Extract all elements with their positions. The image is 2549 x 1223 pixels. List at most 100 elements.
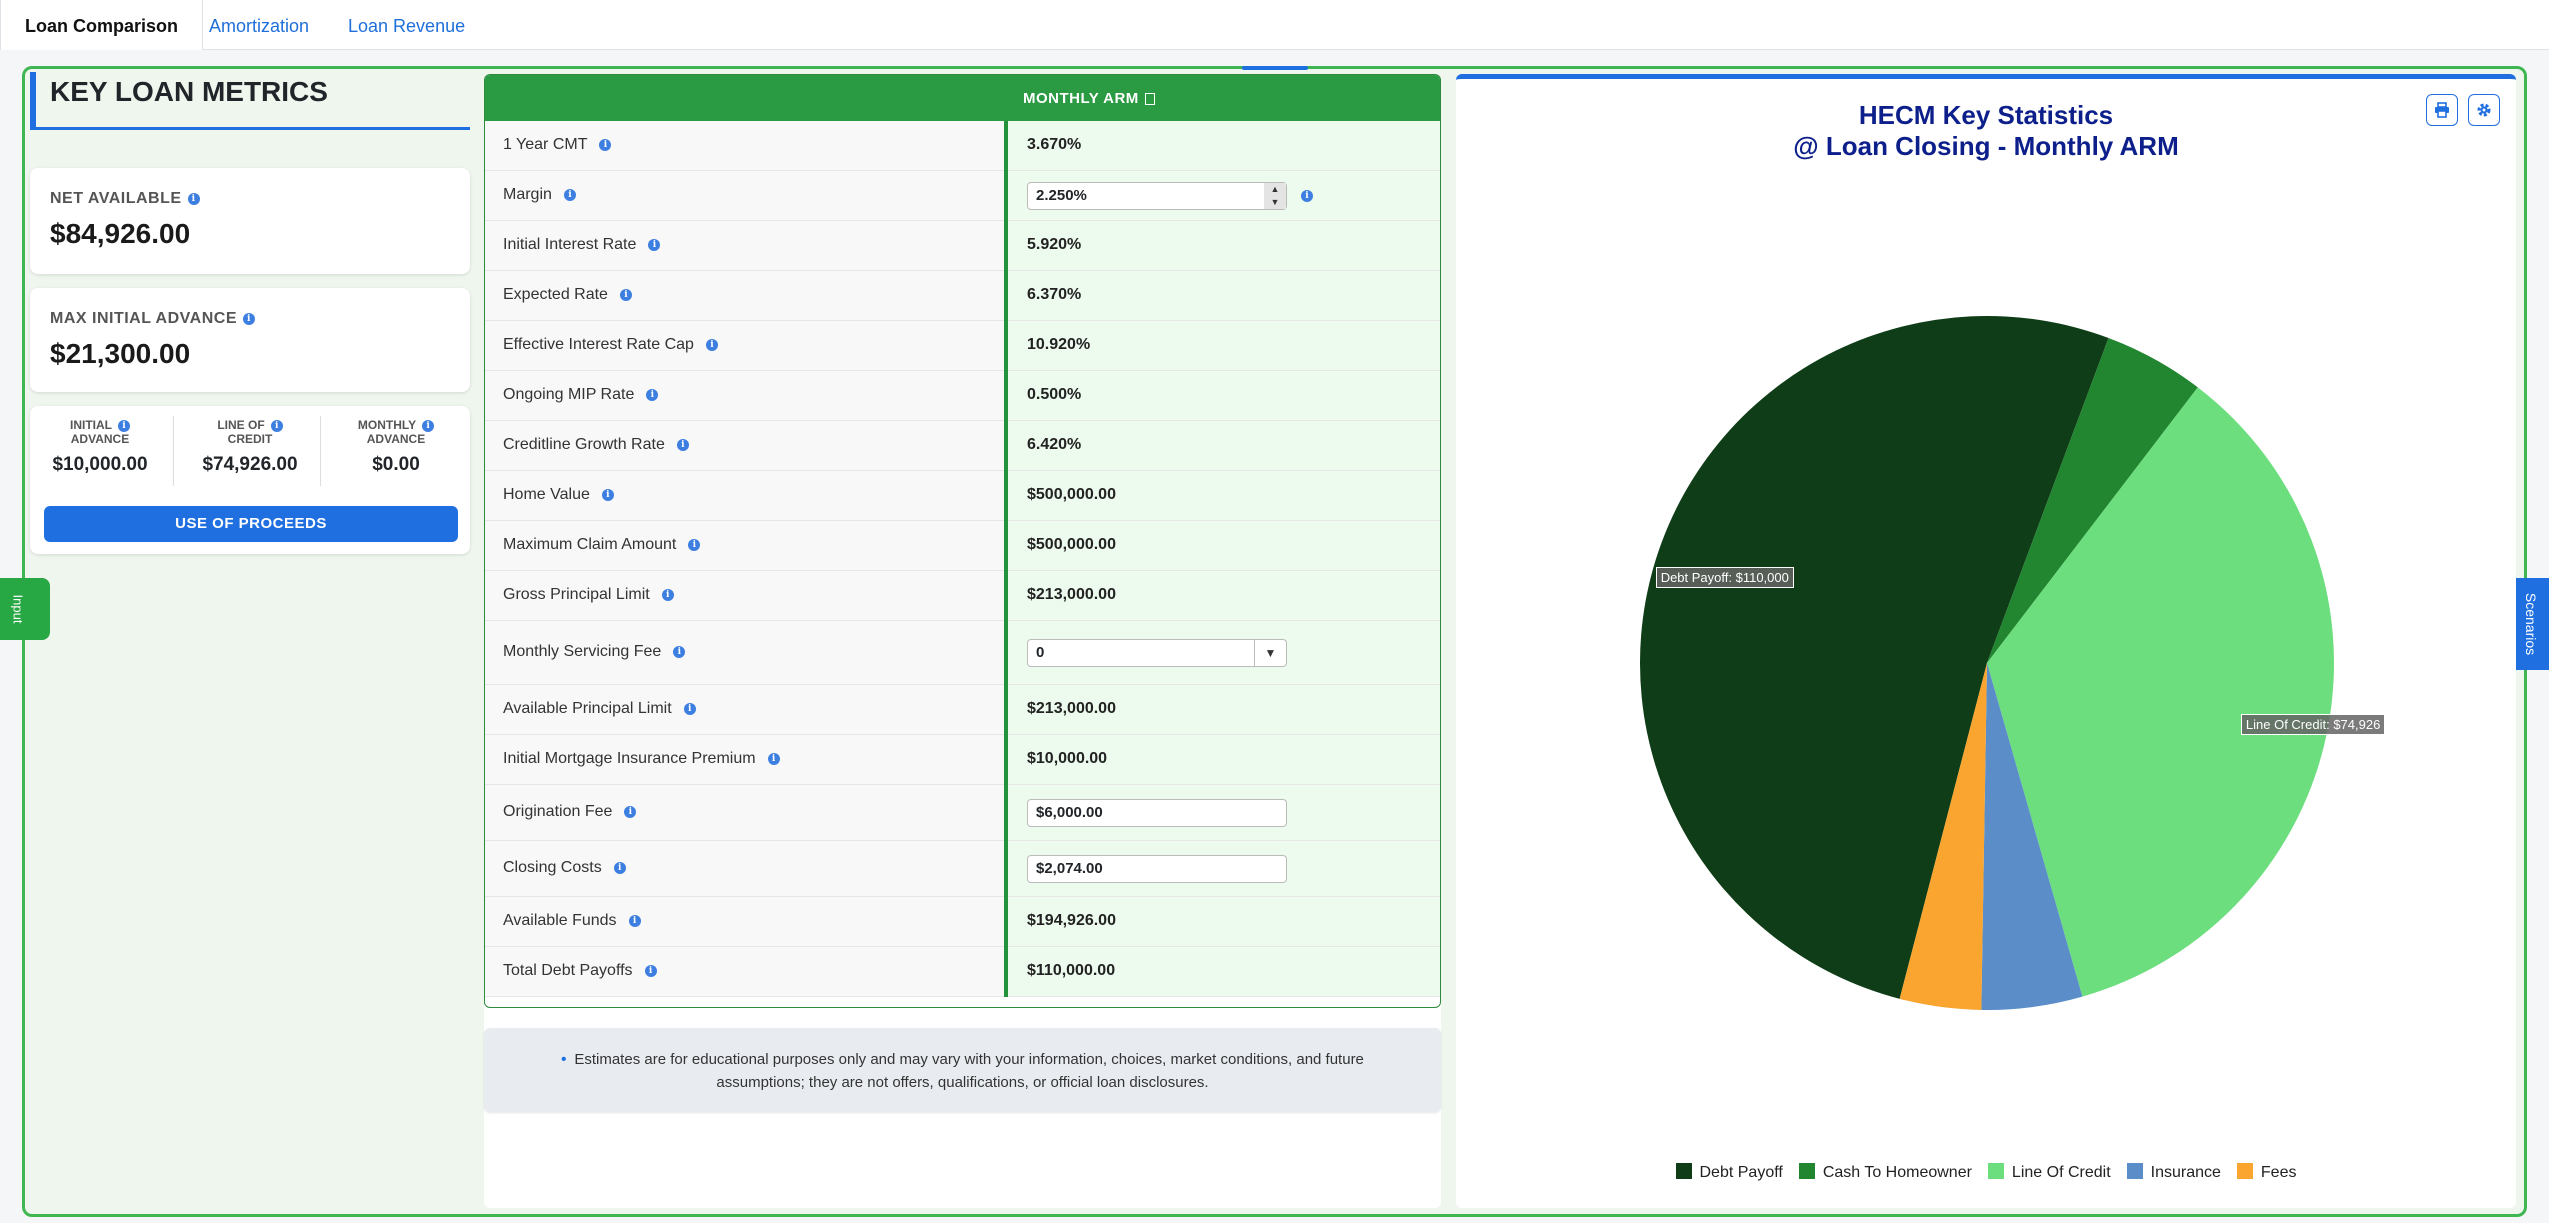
initial-advance-value: $10,000.00 [52, 454, 148, 475]
pie-slice-fees[interactable] [1899, 663, 1987, 1010]
info-icon[interactable]: i [688, 538, 701, 551]
info-icon[interactable]: i [648, 238, 661, 251]
pie-slice-insurance[interactable] [1981, 663, 2083, 1010]
row-label-cell [485, 947, 1004, 996]
info-icon[interactable]: i [646, 388, 659, 401]
legend-item[interactable]: Cash To Homeowner [1798, 1163, 1972, 1182]
settings-button[interactable] [2468, 94, 2500, 126]
chart-title-line-1: HECM Key Statistics [1858, 100, 2114, 130]
info-icon[interactable]: i [563, 188, 576, 201]
legend-swatch [1798, 1163, 1815, 1179]
row-value-cell [1008, 571, 1440, 620]
row-value: 10.920% [1027, 336, 1091, 353]
line-of-credit-value: $74,926.00 [202, 454, 298, 475]
row-value-cell [1008, 271, 1440, 320]
field-value: $6,000.00 [1036, 804, 1103, 821]
margin-spinner-input[interactable]: 2.250% ▲ ▼ [1027, 182, 1287, 210]
row-value: $213,000.00 [1027, 700, 1116, 717]
tab-loan-revenue[interactable]: Loan Revenue [348, 16, 466, 36]
row-label: Gross Principal Limit i [503, 586, 674, 604]
table-row: Available Principal Limit i $213,000.00 [485, 685, 1440, 735]
origination-fee-input[interactable]: $6,000.00 [1027, 799, 1287, 827]
table-row: Total Debt Payoffs i $110,000.00 [485, 947, 1440, 997]
legend-swatch [1987, 1163, 2004, 1179]
info-icon[interactable]: i [705, 338, 718, 351]
servicing-fee-select[interactable]: 0 ▼ [1027, 639, 1287, 667]
row-label: Effective Interest Rate Cap i [503, 336, 718, 354]
chart-legend: Debt Payoff Cash To Homeowner Line Of Cred… [1456, 1163, 2516, 1182]
chart-title: HECM Key Statistics @ Loan Closing - Mon… [1456, 100, 2516, 162]
legend-item[interactable]: Fees [2236, 1163, 2296, 1182]
info-icon[interactable]: i [422, 419, 435, 432]
row-label: Closing Costs i [503, 859, 626, 877]
row-label: Initial Interest Rate i [503, 236, 661, 254]
info-icon[interactable]: i [613, 861, 626, 874]
legend-swatch [2236, 1163, 2253, 1179]
input-side-tab[interactable]: Input [0, 578, 50, 640]
row-value: $110,000.00 [1027, 962, 1116, 979]
row-label-text: 1 Year CMT [503, 136, 588, 153]
legend-swatch [2126, 1163, 2143, 1179]
row-label: Available Funds i [503, 912, 641, 930]
pie-data-label: Debt Payoff: $110,000 [1655, 567, 1794, 589]
info-icon[interactable]: i [242, 312, 255, 325]
info-icon[interactable]: i [628, 914, 641, 927]
print-button[interactable] [2426, 94, 2458, 126]
gear-icon [2477, 103, 2491, 117]
legend-swatch [1675, 1163, 1692, 1179]
info-icon[interactable]: i [683, 702, 696, 715]
row-value: $10,000.00 [1027, 750, 1108, 767]
row-value-cell [1008, 947, 1440, 996]
initial-advance-stat: INITIAL i ADVANCE $10,000.00 [30, 418, 170, 476]
row-value-cell [1008, 421, 1440, 470]
row-label-cell [485, 897, 1004, 946]
info-icon[interactable]: i [619, 288, 632, 301]
row-label-text: Home Value [503, 486, 590, 503]
row-label-text: Margin [503, 186, 552, 203]
tab-amortization[interactable]: Amortization [209, 16, 310, 36]
legend-item[interactable]: Insurance [2126, 1163, 2221, 1182]
info-icon[interactable]: i [644, 964, 657, 977]
info-icon[interactable]: i [187, 192, 200, 205]
table-row: Creditline Growth Rate i 6.420% [485, 421, 1440, 471]
row-label: Ongoing MIP Rate i [503, 386, 659, 404]
line-of-credit-label-2: CREDIT [227, 432, 273, 446]
disclaimer-text: Estimates are for educational purposes o… [574, 1051, 1364, 1091]
chevron-down-icon[interactable]: ▼ [1254, 640, 1286, 666]
row-value-cell [1008, 371, 1440, 420]
pie-chart [1640, 316, 2334, 1010]
column-header-label: MONTHLY ARM [1023, 90, 1139, 107]
row-value: 0.500% [1027, 386, 1082, 403]
info-icon[interactable]: i [676, 438, 689, 451]
table-row: Initial Interest Rate i 5.920% [485, 221, 1440, 271]
column-header-monthly-arm[interactable]: MONTHLY ARM [1023, 75, 1155, 121]
row-label-cell [485, 785, 1004, 840]
max-initial-advance-card: MAX INITIAL ADVANCE i $21,300.00 [30, 288, 470, 392]
info-icon[interactable]: i [601, 488, 614, 501]
info-icon[interactable]: i [599, 138, 612, 151]
info-icon[interactable]: i [767, 752, 780, 765]
document-icon [1144, 93, 1155, 106]
info-icon[interactable]: i [661, 588, 674, 601]
spinner-arrows-icon[interactable]: ▲ ▼ [1264, 183, 1286, 209]
row-label: Expected Rate i [503, 286, 632, 304]
info-icon[interactable]: i [270, 419, 283, 432]
closing-costs-input[interactable]: $2,074.00 [1027, 855, 1287, 883]
tab-loan-comparison[interactable]: Loan Comparison [0, 0, 204, 50]
net-available-card: NET AVAILABLE i $84,926.00 [30, 168, 470, 274]
pie-slice-debt-payoff[interactable] [1640, 316, 2109, 999]
use-of-proceeds-button[interactable]: USE OF PROCEEDS [44, 506, 458, 542]
info-icon[interactable]: i [673, 645, 686, 658]
table-row: Gross Principal Limit i $213,000.00 [485, 571, 1440, 621]
row-label-text: Available Principal Limit [503, 700, 672, 717]
legend-item[interactable]: Debt Payoff [1675, 1163, 1783, 1182]
info-icon[interactable]: i [118, 419, 130, 432]
key-loan-metrics-title: KEY LOAN METRICS [30, 72, 470, 130]
pie-slice-cash-to-homeowner[interactable] [1987, 337, 2198, 663]
info-icon[interactable]: i [624, 805, 637, 818]
pie-slice-line-of-credit[interactable] [1987, 387, 2334, 997]
bullet-icon: • [561, 1051, 567, 1068]
row-value-cell [1008, 121, 1440, 170]
info-icon[interactable]: i [1301, 190, 1313, 202]
legend-item[interactable]: Line Of Credit [1987, 1163, 2111, 1182]
